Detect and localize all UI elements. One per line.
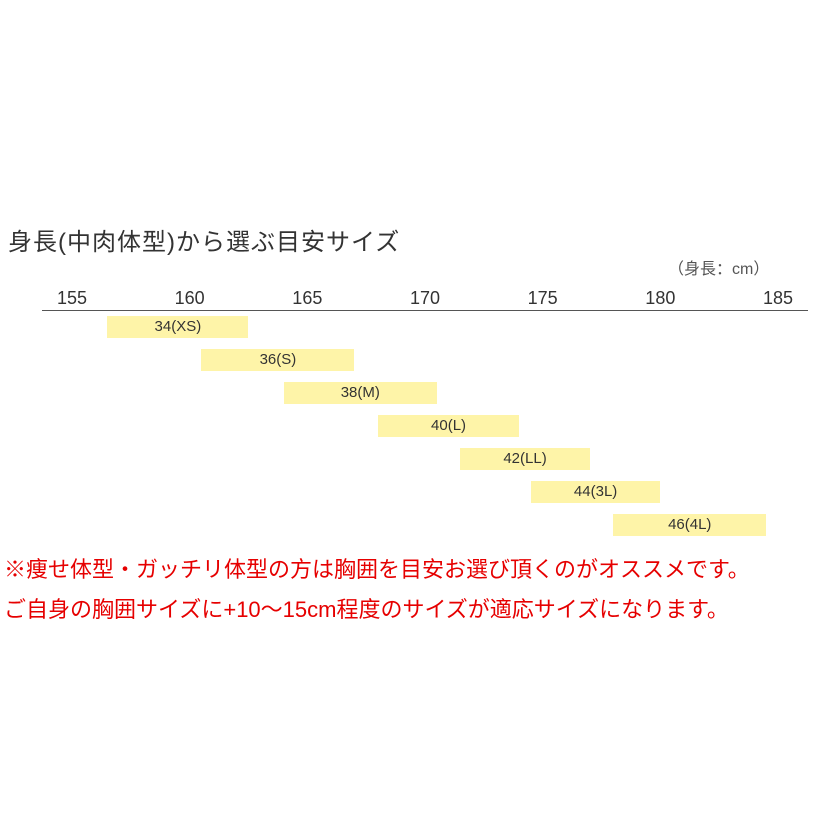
axis-line <box>42 310 808 311</box>
note-line: ※痩せ体型・ガッチリ体型の方は胸囲を目安お選び頂くのがオススメです。 <box>4 550 750 590</box>
axis-tick-label: 160 <box>175 288 205 309</box>
size-bar-label: 40(L) <box>431 417 466 434</box>
axis-tick-label: 175 <box>528 288 558 309</box>
axis-tick-label: 170 <box>410 288 440 309</box>
size-bar-label: 38(M) <box>341 384 380 401</box>
axis-tick-label: 185 <box>763 288 793 309</box>
size-bar-label: 34(XS) <box>155 318 202 335</box>
axis-tick-label: 155 <box>57 288 87 309</box>
size-chart: 身長(中肉体型)から選ぶ目安サイズ （身長：cm） 155 160 165 170 17… <box>0 0 821 821</box>
size-bar-label: 42(LL) <box>503 450 546 467</box>
size-bar-label: 44(3L) <box>574 483 617 500</box>
axis-tick-label: 165 <box>292 288 322 309</box>
size-bar-label: 36(S) <box>260 351 297 368</box>
axis-tick-label: 180 <box>645 288 675 309</box>
chart-title: 身長(中肉体型)から選ぶ目安サイズ <box>8 222 400 257</box>
size-bar-label: 46(4L) <box>668 516 711 533</box>
note-line: ご自身の胸囲サイズに+10～15cm程度のサイズが適応サイズになります。 <box>4 590 729 630</box>
axis-unit-label: （身長：cm） <box>668 255 769 279</box>
